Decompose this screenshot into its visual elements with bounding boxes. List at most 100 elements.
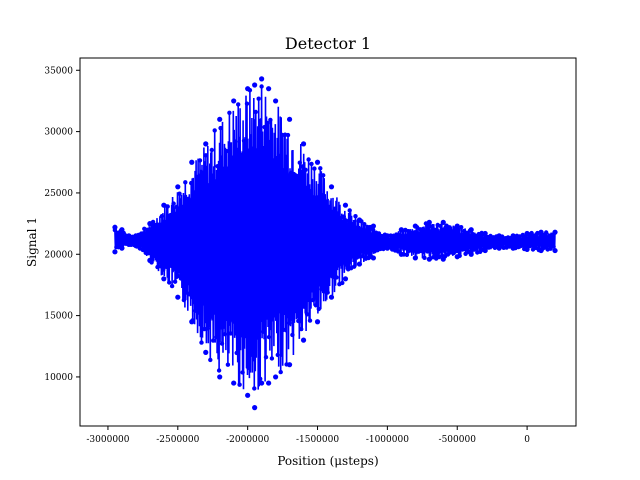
data-point — [294, 173, 299, 179]
data-point — [397, 233, 402, 238]
data-point — [447, 225, 452, 230]
data-point-upper — [231, 98, 237, 104]
data-point — [529, 230, 534, 236]
data-point — [535, 230, 540, 236]
y-axis: 10000 15000 20000 25000 30000 35000 — [44, 66, 80, 383]
data-point — [243, 333, 248, 339]
data-point — [303, 167, 308, 172]
data-point — [441, 227, 446, 232]
data-point — [278, 369, 283, 375]
data-point — [552, 230, 558, 235]
data-point — [325, 290, 330, 295]
data-point-lower — [259, 380, 265, 386]
data-point — [186, 196, 191, 201]
x-tick-label: -500000 — [439, 435, 477, 445]
data-point — [253, 109, 258, 115]
data-point — [165, 204, 170, 209]
data-point — [347, 208, 352, 213]
y-tick-label: 30000 — [44, 128, 73, 138]
data-point — [177, 191, 182, 196]
data-point-upper — [203, 141, 209, 147]
data-point — [249, 352, 254, 357]
data-point — [171, 201, 176, 206]
data-point — [260, 329, 266, 334]
data-point — [175, 273, 181, 279]
data-point — [215, 164, 220, 169]
data-point — [208, 357, 213, 363]
data-point — [244, 101, 250, 106]
data-point-lower — [273, 374, 279, 380]
x-tick-label: -3000000 — [86, 435, 129, 445]
data-point-upper — [300, 141, 307, 147]
data-point — [369, 254, 374, 260]
data-point — [174, 204, 179, 210]
data-point — [181, 297, 187, 303]
data-point — [228, 331, 233, 336]
data-point — [168, 212, 173, 218]
data-point — [262, 124, 267, 130]
chart-title: Detector 1 — [285, 34, 371, 53]
x-tick-label: -1500000 — [296, 435, 339, 445]
data-point — [368, 224, 373, 230]
data-point-lower — [245, 392, 251, 398]
data-point-lower — [314, 319, 321, 325]
data-point — [425, 249, 430, 254]
data-point-lower — [300, 337, 307, 343]
data-point — [412, 230, 417, 235]
data-point — [161, 267, 166, 272]
data-point — [420, 226, 426, 232]
data-point — [309, 161, 314, 167]
data-point — [350, 222, 355, 227]
data-point-upper — [273, 98, 279, 104]
data-point — [212, 128, 217, 133]
data-point — [277, 153, 282, 159]
data-point — [169, 283, 175, 289]
y-tick-label: 15000 — [44, 312, 73, 322]
data-point — [152, 253, 157, 258]
data-point — [259, 84, 264, 89]
data-point — [544, 230, 549, 235]
data-point — [240, 370, 245, 375]
data-point — [423, 221, 429, 226]
data-point — [189, 180, 194, 186]
data-point — [112, 227, 118, 233]
data-point — [335, 211, 341, 216]
data-point — [341, 214, 346, 219]
data-point — [203, 153, 209, 158]
data-point — [334, 275, 339, 280]
data-point — [258, 376, 263, 381]
data-point — [211, 338, 216, 343]
data-point — [287, 320, 292, 326]
data-point — [284, 362, 289, 367]
data-point — [265, 120, 270, 126]
data-point — [459, 225, 464, 230]
data-point — [551, 244, 556, 249]
data-point-upper — [217, 116, 223, 122]
data-point — [272, 313, 277, 318]
data-point-lower — [231, 380, 237, 386]
data-point — [321, 173, 326, 178]
data-point — [150, 219, 156, 225]
data-point-lower — [203, 349, 209, 355]
data-point — [410, 248, 415, 253]
data-point — [351, 264, 357, 269]
data-point — [285, 132, 291, 138]
y-tick-label: 35000 — [44, 66, 73, 76]
data-point — [158, 264, 163, 269]
data-point — [196, 310, 201, 315]
x-tick-label: -2500000 — [156, 435, 199, 445]
data-point — [460, 247, 465, 252]
data-point — [340, 280, 345, 286]
data-point — [230, 155, 235, 160]
data-point — [297, 160, 302, 165]
data-point-lower — [217, 374, 223, 380]
data-point — [234, 350, 239, 356]
data-point — [221, 166, 226, 171]
data-point — [359, 219, 364, 224]
data-point — [395, 249, 401, 254]
data-point — [482, 232, 487, 237]
data-point — [313, 303, 319, 308]
data-point-lower — [356, 261, 363, 267]
data-point — [255, 335, 260, 340]
data-point — [329, 209, 335, 215]
